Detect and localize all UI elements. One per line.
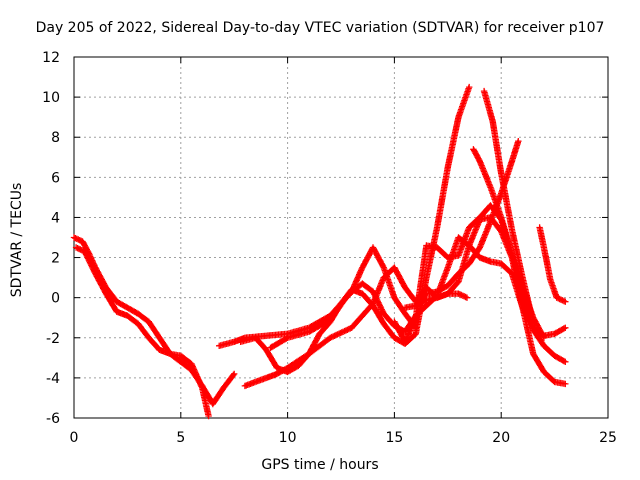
y-tick-label: 12 — [42, 50, 60, 66]
y-axis-label: SDTVAR / TECUs — [9, 182, 25, 298]
y-tick-label: -6 — [46, 411, 60, 427]
x-tick-label: 5 — [176, 430, 185, 446]
x-tick-label: 10 — [279, 430, 297, 446]
y-tick-label: 6 — [51, 170, 60, 186]
x-tick-labels: 0 5 10 15 20 25 — [70, 430, 617, 446]
x-tick-label: 20 — [492, 430, 510, 446]
series-markers — [480, 87, 535, 317]
series-sat-track-1 — [70, 234, 238, 408]
x-tick-label: 0 — [70, 430, 79, 446]
x-tick-label: 25 — [599, 430, 617, 446]
y-tick-label: 10 — [42, 90, 60, 106]
series-sat-track-2 — [72, 244, 212, 420]
series-sat-track-4 — [237, 83, 473, 376]
y-tick-label: 0 — [51, 291, 60, 307]
axis-ticks — [73, 56, 609, 419]
y-tick-label: 2 — [51, 251, 60, 267]
series-sat-track-10 — [480, 87, 535, 317]
y-tick-label: -2 — [46, 331, 60, 347]
axes-frame — [73, 56, 609, 419]
series-markers — [70, 234, 238, 408]
series-markers — [536, 224, 569, 305]
y-tick-label: 8 — [51, 130, 60, 146]
plot-frame — [73, 56, 609, 419]
x-tick-label: 15 — [385, 430, 403, 446]
x-axis-label: GPS time / hours — [261, 457, 379, 473]
chart-title: Day 205 of 2022, Sidereal Day-to-day VTE… — [35, 20, 605, 36]
y-tick-label: -4 — [46, 371, 60, 387]
y-tick-labels: -6 -4 -2 0 2 4 6 8 10 12 — [42, 50, 60, 427]
series-markers — [72, 244, 212, 420]
y-tick-label: 4 — [51, 210, 60, 226]
series-sat-track-11 — [536, 224, 569, 305]
plot-area — [70, 83, 569, 420]
grid-lines — [74, 57, 608, 418]
series-sat-track-12 — [401, 290, 471, 311]
series-markers — [401, 290, 471, 311]
series-markers — [237, 83, 473, 376]
